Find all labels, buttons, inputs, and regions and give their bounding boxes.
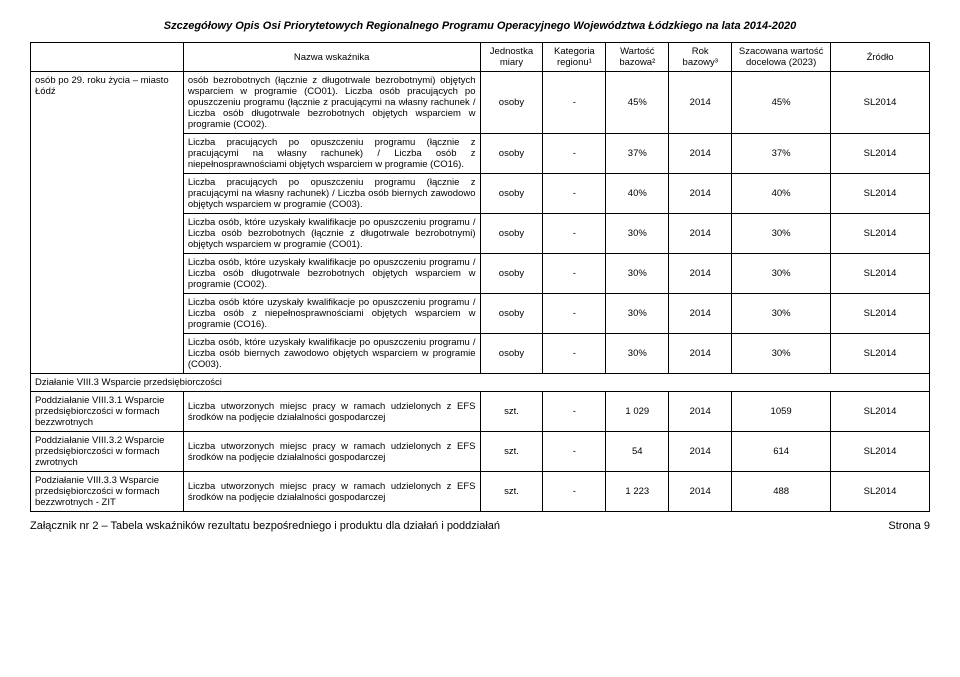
- cell-kat: -: [543, 472, 606, 512]
- indicator-description: Liczba utworzonych miejsc pracy w ramach…: [183, 472, 480, 512]
- page-header: Szczegółowy Opis Osi Priorytetowych Regi…: [30, 20, 930, 32]
- cell-kat: -: [543, 254, 606, 294]
- th-category: Kategoria regionu¹: [543, 43, 606, 72]
- cell-szac: 37%: [732, 134, 831, 174]
- cell-kat: -: [543, 72, 606, 134]
- indicator-description: Liczba utworzonych miejsc pracy w ramach…: [183, 392, 480, 432]
- section-title: Działanie VIII.3 Wsparcie przedsiębiorcz…: [31, 374, 930, 392]
- footer-left: Załącznik nr 2 – Tabela wskaźników rezul…: [30, 520, 500, 532]
- cell-zr: SL2014: [831, 72, 930, 134]
- th-base-year: Rok bazowy³: [669, 43, 732, 72]
- cell-zr: SL2014: [831, 254, 930, 294]
- indicator-description: Liczba osób, które uzyskały kwalifikacje…: [183, 254, 480, 294]
- th-target: Szacowana wartość docelowa (2023): [732, 43, 831, 72]
- cell-kat: -: [543, 432, 606, 472]
- table-row: Podziałanie VIII.3.3 Wsparcie przedsiębi…: [31, 472, 930, 512]
- cell-kat: -: [543, 214, 606, 254]
- indicator-description: Liczba utworzonych miejsc pracy w ramach…: [183, 432, 480, 472]
- indicator-description: Liczba osób, które uzyskały kwalifikacje…: [183, 214, 480, 254]
- th-name: Nazwa wskaźnika: [183, 43, 480, 72]
- indicator-description: Liczba pracujących po opuszczeniu progra…: [183, 174, 480, 214]
- cell-szac: 614: [732, 432, 831, 472]
- sub-action-label: Poddziałanie VIII.3.1 Wsparcie przedsięb…: [31, 392, 184, 432]
- cell-zr: SL2014: [831, 214, 930, 254]
- cell-zr: SL2014: [831, 294, 930, 334]
- cell-wart: 30%: [606, 214, 669, 254]
- cell-unit: osoby: [480, 294, 543, 334]
- cell-wart: 1 223: [606, 472, 669, 512]
- cell-unit: szt.: [480, 472, 543, 512]
- page-footer: Załącznik nr 2 – Tabela wskaźników rezul…: [30, 520, 930, 532]
- cell-szac: 45%: [732, 72, 831, 134]
- cell-szac: 1059: [732, 392, 831, 432]
- footer-right: Strona 9: [888, 520, 930, 532]
- cell-kat: -: [543, 334, 606, 374]
- cell-rok: 2014: [669, 392, 732, 432]
- cell-zr: SL2014: [831, 432, 930, 472]
- th-base-value: Wartość bazowa²: [606, 43, 669, 72]
- cell-zr: SL2014: [831, 334, 930, 374]
- cell-wart: 37%: [606, 134, 669, 174]
- cell-unit: osoby: [480, 72, 543, 134]
- cell-szac: 30%: [732, 294, 831, 334]
- section-row: Działanie VIII.3 Wsparcie przedsiębiorcz…: [31, 374, 930, 392]
- cell-rok: 2014: [669, 214, 732, 254]
- sub-action-label: Podziałanie VIII.3.3 Wsparcie przedsiębi…: [31, 472, 184, 512]
- cell-unit: osoby: [480, 134, 543, 174]
- cell-rok: 2014: [669, 134, 732, 174]
- cell-unit: osoby: [480, 174, 543, 214]
- cell-zr: SL2014: [831, 134, 930, 174]
- left-group-label: osób po 29. roku życia – miasto Łódź: [31, 72, 184, 374]
- indicator-description: Liczba osób które uzyskały kwalifikacje …: [183, 294, 480, 334]
- cell-wart: 30%: [606, 254, 669, 294]
- indicator-description: Liczba osób, które uzyskały kwalifikacje…: [183, 334, 480, 374]
- cell-unit: osoby: [480, 254, 543, 294]
- cell-wart: 30%: [606, 334, 669, 374]
- cell-szac: 30%: [732, 334, 831, 374]
- cell-rok: 2014: [669, 254, 732, 294]
- cell-unit: szt.: [480, 392, 543, 432]
- table-row: Poddziałanie VIII.3.2 Wsparcie przedsięb…: [31, 432, 930, 472]
- cell-szac: 30%: [732, 254, 831, 294]
- cell-kat: -: [543, 392, 606, 432]
- cell-unit: osoby: [480, 334, 543, 374]
- cell-szac: 488: [732, 472, 831, 512]
- cell-rok: 2014: [669, 294, 732, 334]
- cell-zr: SL2014: [831, 174, 930, 214]
- table-row: osób po 29. roku życia – miasto Łódźosób…: [31, 72, 930, 134]
- cell-unit: osoby: [480, 214, 543, 254]
- th-source: Źródło: [831, 43, 930, 72]
- cell-unit: szt.: [480, 432, 543, 472]
- th-unit: Jednostka miary: [480, 43, 543, 72]
- cell-wart: 30%: [606, 294, 669, 334]
- cell-zr: SL2014: [831, 392, 930, 432]
- cell-kat: -: [543, 294, 606, 334]
- cell-rok: 2014: [669, 334, 732, 374]
- cell-rok: 2014: [669, 72, 732, 134]
- table-row: Poddziałanie VIII.3.1 Wsparcie przedsięb…: [31, 392, 930, 432]
- th-blank: [31, 43, 184, 72]
- indicator-description: osób bezrobotnych (łącznie z długotrwale…: [183, 72, 480, 134]
- sub-action-label: Poddziałanie VIII.3.2 Wsparcie przedsięb…: [31, 432, 184, 472]
- cell-kat: -: [543, 134, 606, 174]
- cell-szac: 40%: [732, 174, 831, 214]
- cell-rok: 2014: [669, 472, 732, 512]
- cell-rok: 2014: [669, 432, 732, 472]
- cell-kat: -: [543, 174, 606, 214]
- cell-wart: 54: [606, 432, 669, 472]
- cell-wart: 45%: [606, 72, 669, 134]
- cell-szac: 30%: [732, 214, 831, 254]
- cell-wart: 40%: [606, 174, 669, 214]
- indicator-description: Liczba pracujących po opuszczeniu progra…: [183, 134, 480, 174]
- data-table: Nazwa wskaźnika Jednostka miary Kategori…: [30, 42, 930, 512]
- cell-wart: 1 029: [606, 392, 669, 432]
- table-header-row: Nazwa wskaźnika Jednostka miary Kategori…: [31, 43, 930, 72]
- cell-rok: 2014: [669, 174, 732, 214]
- cell-zr: SL2014: [831, 472, 930, 512]
